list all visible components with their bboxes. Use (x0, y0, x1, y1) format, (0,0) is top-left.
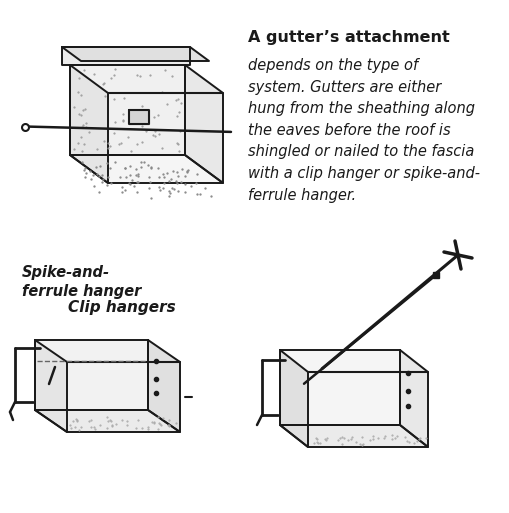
Polygon shape (35, 340, 148, 410)
Polygon shape (148, 340, 180, 432)
Polygon shape (70, 65, 185, 155)
Polygon shape (35, 340, 67, 432)
Polygon shape (70, 65, 108, 183)
Text: Spike-and-
ferrule hanger: Spike-and- ferrule hanger (22, 265, 141, 299)
Polygon shape (62, 47, 209, 61)
Polygon shape (399, 350, 427, 447)
Text: A gutter’s attachment: A gutter’s attachment (247, 30, 449, 45)
Text: Clip hangers: Clip hangers (68, 300, 176, 315)
Polygon shape (62, 47, 190, 65)
Text: depends on the type of
system. Gutters are either
hung from the sheathing along
: depends on the type of system. Gutters a… (247, 58, 479, 203)
Polygon shape (279, 350, 307, 447)
Polygon shape (279, 350, 399, 425)
Polygon shape (70, 155, 222, 183)
Polygon shape (35, 410, 180, 432)
Polygon shape (185, 65, 222, 183)
Polygon shape (279, 425, 427, 447)
Polygon shape (129, 109, 149, 124)
